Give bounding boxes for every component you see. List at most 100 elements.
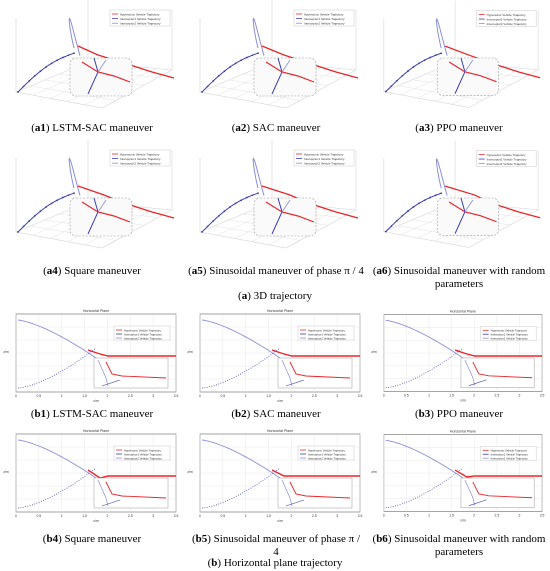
interceptor1-marker [201,91,203,93]
x-tick-label: 2.5 [495,394,500,398]
x-tick-label: 2 [473,394,475,398]
x-tick-label: 0 [15,394,17,398]
inset-interceptor2 [281,59,291,73]
legend-label: Hypersonic Vehicle Trajectory [124,448,161,452]
inset-interceptor1 [101,499,121,507]
panel-b2: 0 0.5 1 1.5 2 2.5 3 3.5 Horizontal Plane x/m z/m Hy… [186,306,366,406]
interceptor1-marker [245,56,248,59]
interceptor1-trajectory [201,192,259,233]
hypersonic-trajectory [87,469,176,479]
plot-3d-a5: Hypersonic Vehicle TrajectoryInterceptor… [199,140,359,249]
plot-2d-b6: 0 0.5 1 1.5 2 2.5 3 3.5 Horizontal Plane x/m z/m Hy… [371,429,545,522]
interceptor1-marker [440,192,443,195]
x-tick-label: 3 [336,514,338,518]
x-tick-label: 2.5 [128,394,133,398]
inset-box [253,197,317,237]
inset-box [436,197,499,236]
interceptor1-marker [396,79,398,82]
plot-2d-b1: 0 0.5 1 1.5 2 2.5 3 3.5 Horizontal Plane x/m z/m Hy… [3,309,178,403]
legend-label: Hypersonic Vehicle Trajectory [124,328,161,332]
legend-label: Interceptor1 Vehicle Trajectory [308,452,346,456]
inset-hypersonic [105,361,167,379]
x-tick-label: 0.5 [404,514,409,518]
interceptor2-trajectory [252,17,265,56]
x-tick-label: 1.5 [449,394,454,398]
inset-interceptor2 [464,59,474,73]
interceptor2-trajectory [17,439,97,479]
interceptor1-marker [17,231,19,233]
legend-label: Interceptor1 Vehicle Trajectory [491,333,529,337]
panel-b6: 0 0.5 1 1.5 2 2.5 3 3.5 Horizontal Plane x/m z/m Hy… [370,425,548,527]
interceptor1-marker [50,62,53,65]
x-axis-label: x/m [277,399,283,403]
hypersonic-trajectory [271,349,360,357]
inset-box [69,57,133,97]
x-tick-label: 3.5 [358,514,363,518]
inset-interceptor2 [97,479,109,507]
plot-title: Horizontal Plane [267,309,293,313]
x-tick-label: 3 [152,394,154,398]
inset-interceptor2 [281,199,291,213]
interceptor1-marker [434,194,437,197]
legend-label: Interceptor2 Vehicle Trajectory [304,22,345,26]
x-tick-label: 0 [199,514,201,518]
legend-label: Hypersonic Vehicle Trajectory [120,13,160,17]
inset-box [93,357,169,389]
interceptor1-trajectory [201,347,281,389]
x-tick-label: 2 [106,514,108,518]
interceptor1-marker [440,52,443,55]
caption-a4: (a4) Square maneuver [43,265,141,277]
x-tick-label: 1 [61,394,63,398]
interceptor1-marker [45,206,47,208]
x-tick-label: 1.5 [82,514,87,518]
inset-interceptor2 [97,359,109,387]
legend-label: Interceptor2 Vehicle Trajectory [491,456,529,460]
interceptor2-trajectory [201,439,281,479]
legend-box [293,149,355,167]
x-tick-label: 2.5 [128,514,133,518]
interceptor1-marker [229,66,231,68]
inset-hypersonic [289,361,351,379]
panel-b3: 0 0.5 1 1.5 2 2.5 3 3.5 Horizontal Plane x/m z/m Hy… [370,306,548,406]
inset-box [253,57,317,97]
inset-interceptor1 [285,379,305,387]
x-axis-label: x/m [460,398,466,402]
x-tick-label: 0 [383,514,385,518]
interceptor1-marker [429,56,432,59]
interceptor1-marker [22,225,25,228]
inset-interceptor2 [464,199,474,213]
y-axis-label: z/m [371,350,377,354]
interceptor1-marker [401,74,404,77]
panel-a3: Hypersonic Vehicle Trajectory Interceptor… [370,0,548,118]
legend-box [297,325,355,341]
interceptor1-marker [45,66,47,68]
inset-hypersonic [265,201,315,223]
inset-hypersonic [105,481,167,499]
x-tick-label: 2.5 [495,514,500,518]
plot-3d-a6: Hypersonic Vehicle TrajectoryInterceptor… [383,140,541,248]
interceptor1-marker [67,54,70,57]
legend-label: Interceptor2 Vehicle Trajectory [120,22,161,26]
caption-b2: (b2) SAC maneuver [231,408,321,420]
interceptor1-marker [217,75,220,77]
x-axis-label: x/m [277,519,283,523]
inset-interceptor1 [468,499,487,506]
x-tick-label: 3.5 [540,514,545,518]
inset-box [436,57,499,96]
inset-interceptor2 [97,59,107,73]
interceptor1-marker [17,91,19,93]
x-tick-label: 0.5 [220,514,225,518]
interceptor2-trajectory [68,17,81,56]
interceptor1-trajectory [201,467,281,509]
interceptor1-marker [257,192,259,195]
caption-b6: (b6) Sinusoidal maneuver with random par… [372,533,546,558]
interceptor1-marker [234,202,237,205]
interceptor2-trajectory [385,319,464,359]
interceptor1-trajectory [385,467,464,509]
interceptor1-marker [212,220,215,222]
legend-label: Interceptor2 Vehicle Trajectory [308,336,346,340]
interceptor2-trajectory [435,18,448,56]
x-tick-label: 2.5 [312,394,317,398]
caption-b4: (b4) Square maneuver [42,533,142,545]
y-axis-label: z/m [3,470,9,474]
